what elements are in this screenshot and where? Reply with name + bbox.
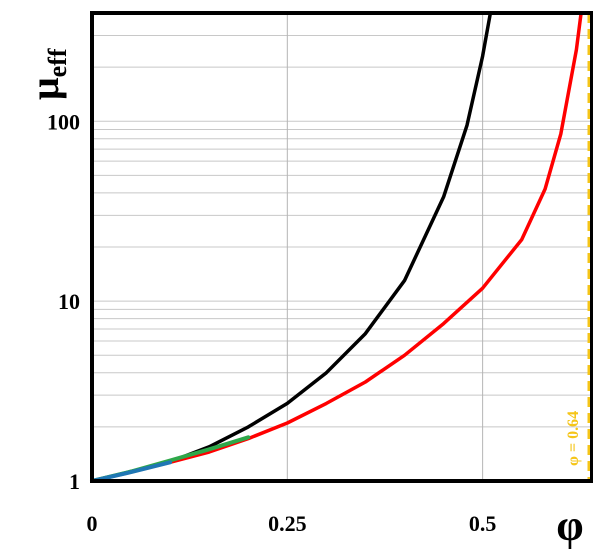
- x-axis-label: φ: [556, 501, 583, 549]
- y-axis-label-sub: eff: [43, 48, 72, 77]
- tick-labels: 0 0.25 0.5 1 10 100: [47, 109, 496, 536]
- reference-line-label: φ = 0.64: [565, 411, 582, 466]
- x-tick-label: 0.5: [469, 511, 497, 536]
- x-tick-label: 0.25: [268, 511, 307, 536]
- series-line-4: [90, 460, 173, 483]
- plot-frame: [90, 11, 593, 483]
- x-tick-label: 0: [87, 511, 98, 536]
- y-axis-label: μeff: [22, 48, 72, 100]
- y-tick-label: 1: [69, 469, 80, 494]
- y-tick-label: 100: [47, 109, 80, 134]
- series-line-2: [90, 11, 583, 483]
- y-axis-label-main: μ: [22, 77, 67, 100]
- y-tick-label: 10: [58, 289, 80, 314]
- series-layer: [90, 11, 583, 483]
- svg-text:μeff: μeff: [22, 48, 72, 100]
